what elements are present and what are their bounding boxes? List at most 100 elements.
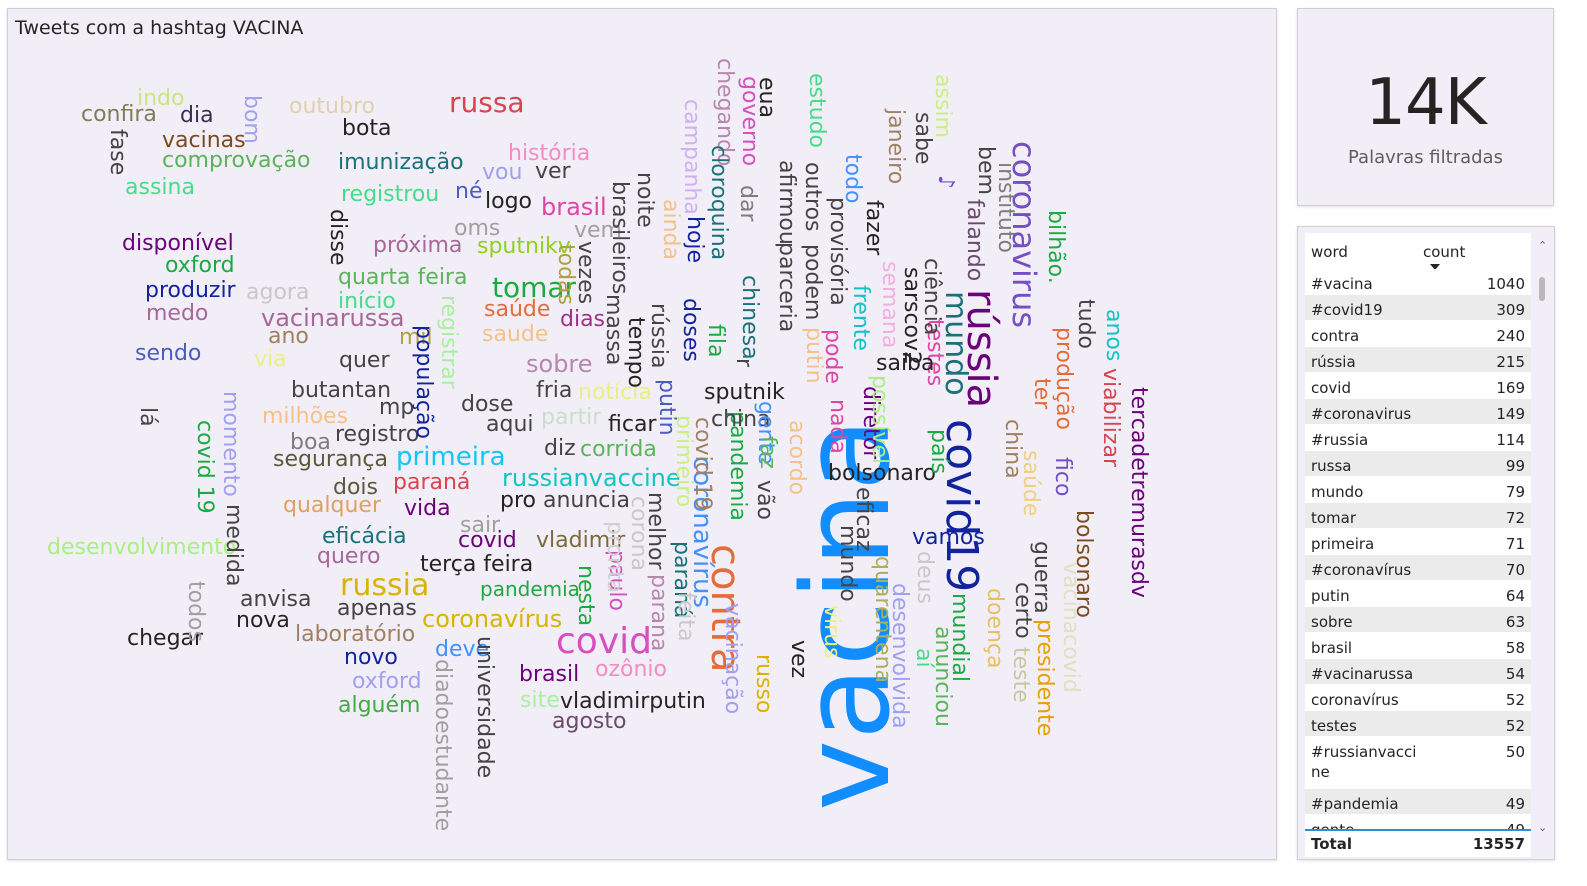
cloud-word[interactable]: ainda	[658, 199, 683, 260]
cloud-word[interactable]: oxford	[165, 253, 235, 278]
cloud-word[interactable]: tempo	[623, 317, 648, 389]
cloud-word[interactable]: coronavírus	[422, 605, 563, 633]
cloud-word[interactable]: início	[338, 289, 396, 314]
cloud-word[interactable]: país	[926, 429, 951, 475]
cloud-word[interactable]: universidade	[472, 636, 497, 779]
cloud-word[interactable]: mil	[399, 325, 433, 350]
cloud-word[interactable]: apenas	[337, 596, 417, 621]
cloud-word[interactable]: saúde	[1018, 450, 1043, 517]
cloud-word[interactable]: vacinarussa	[261, 304, 405, 332]
cloud-word[interactable]: registrou	[341, 182, 440, 207]
column-header-word[interactable]: word	[1311, 243, 1348, 261]
cloud-word[interactable]: quero	[317, 544, 381, 569]
cloud-word[interactable]: podem	[800, 244, 825, 321]
cloud-word[interactable]: mp	[379, 395, 415, 420]
cloud-word[interactable]: imunização	[338, 150, 464, 175]
cloud-word[interactable]: russia	[340, 568, 430, 603]
cloud-word[interactable]: eficácia	[322, 524, 407, 549]
cloud-word[interactable]: próxima	[373, 233, 463, 258]
cloud-word[interactable]: vladimir	[536, 528, 626, 553]
table-row[interactable]: putin 64	[1305, 581, 1531, 607]
table-row[interactable]: tomar 72	[1305, 503, 1531, 529]
cloud-word[interactable]: covid	[556, 621, 652, 662]
cloud-word[interactable]: oms	[454, 216, 501, 241]
cloud-word[interactable]: saude	[482, 322, 549, 347]
cloud-word[interactable]: bom	[239, 95, 264, 144]
cloud-word[interactable]: semana	[877, 261, 902, 349]
cloud-word[interactable]: provisória	[825, 197, 850, 306]
cloud-word[interactable]: massa	[601, 294, 626, 366]
cloud-word[interactable]: brasil	[519, 662, 580, 687]
cloud-word[interactable]: russa	[449, 86, 525, 119]
cloud-word[interactable]: ver	[535, 159, 571, 184]
cloud-word[interactable]: ciência	[919, 258, 944, 336]
cloud-word[interactable]: instituto	[993, 162, 1018, 253]
cloud-word[interactable]: ter	[1029, 378, 1054, 410]
cloud-word[interactable]: campanha	[679, 99, 704, 215]
cloud-word[interactable]: ozônio	[595, 657, 667, 682]
cloud-word[interactable]: nada	[825, 399, 850, 454]
cloud-word[interactable]: alguém	[338, 693, 421, 718]
cloud-word[interactable]: tudo	[1073, 299, 1098, 349]
table-row[interactable]: rússia 215	[1305, 347, 1531, 373]
cloud-word[interactable]: anuncia	[543, 488, 631, 513]
cloud-word[interactable]: disponível	[122, 231, 234, 256]
cloud-word[interactable]: disse	[325, 209, 350, 266]
cloud-word[interactable]: anvisa	[240, 587, 312, 612]
cloud-word[interactable]: população	[411, 325, 436, 439]
table-row[interactable]: sobre 63	[1305, 607, 1531, 633]
cloud-word[interactable]: milhões	[262, 404, 349, 429]
cloud-word[interactable]: brasil	[541, 193, 607, 221]
cloud-word[interactable]: desenvolvimento	[47, 535, 237, 560]
cloud-word[interactable]: indo	[137, 86, 185, 111]
cloud-word[interactable]: chinesa	[737, 275, 762, 360]
cloud-word[interactable]: rússia	[646, 303, 671, 369]
cloud-word[interactable]: ano	[268, 324, 309, 349]
cloud-word[interactable]: fase	[105, 129, 130, 176]
kpi-card[interactable]: 14K Palavras filtradas	[1297, 8, 1554, 206]
table-scrollbar[interactable]: ⌃ ⌄	[1536, 239, 1550, 839]
cloud-word[interactable]: partir	[541, 405, 602, 430]
cloud-word[interactable]: boa	[290, 430, 331, 455]
cloud-word[interactable]: hoje	[682, 216, 707, 264]
cloud-word[interactable]: dar	[735, 185, 760, 222]
cloud-word[interactable]: covid	[458, 528, 517, 553]
cloud-word[interactable]: teste	[1008, 647, 1033, 703]
table-row[interactable]: contra 240	[1305, 321, 1531, 347]
cloud-word[interactable]: agosto	[552, 709, 627, 734]
cloud-word[interactable]: tercadetremurasdv	[1126, 387, 1151, 598]
table-row[interactable]: primeira 71	[1305, 529, 1531, 555]
cloud-word[interactable]: sputnik	[704, 380, 785, 405]
cloud-word[interactable]: doença	[982, 588, 1007, 669]
table-row[interactable]: covid 169	[1305, 373, 1531, 399]
cloud-word[interactable]: momento	[218, 391, 243, 497]
cloud-word[interactable]: lá	[135, 407, 160, 427]
table-row[interactable]: brasil 58	[1305, 633, 1531, 659]
cloud-word[interactable]: fria	[536, 378, 573, 403]
cloud-word[interactable]: guerra	[1029, 541, 1054, 614]
cloud-word[interactable]: viabilizar	[1098, 368, 1123, 467]
cloud-word[interactable]: oxford	[352, 669, 422, 694]
scroll-down-icon[interactable]: ⌄	[1538, 821, 1548, 834]
cloud-word[interactable]: diz	[544, 436, 576, 461]
cloud-word[interactable]: tomar	[492, 271, 577, 304]
cloud-word[interactable]: saúde	[484, 297, 551, 322]
cloud-word[interactable]: medida	[221, 504, 246, 587]
cloud-word[interactable]: sputnikv	[477, 234, 571, 259]
cloud-word[interactable]: russo	[751, 654, 776, 714]
cloud-word[interactable]: terça feira	[420, 552, 534, 577]
table-row[interactable]: #vacinarussa 54	[1305, 659, 1531, 685]
cloud-word[interactable]: estudo	[804, 73, 829, 148]
cloud-word[interactable]: frente	[848, 285, 873, 351]
cloud-word[interactable]: brasileiros	[607, 181, 632, 295]
cloud-word[interactable]: melhor	[643, 492, 668, 570]
cloud-word[interactable]: via	[254, 347, 287, 372]
cloud-word[interactable]: parceria	[774, 242, 799, 333]
cloud-word[interactable]: confira	[81, 102, 157, 127]
cloud-word[interactable]: aqui	[486, 412, 534, 437]
scroll-up-icon[interactable]: ⌃	[1538, 239, 1548, 252]
cloud-word[interactable]: outros	[800, 162, 825, 232]
cloud-word[interactable]: quarta feira	[338, 265, 468, 290]
cloud-word[interactable]: vacinação	[720, 603, 745, 715]
cloud-word[interactable]: pandemia	[480, 577, 580, 601]
